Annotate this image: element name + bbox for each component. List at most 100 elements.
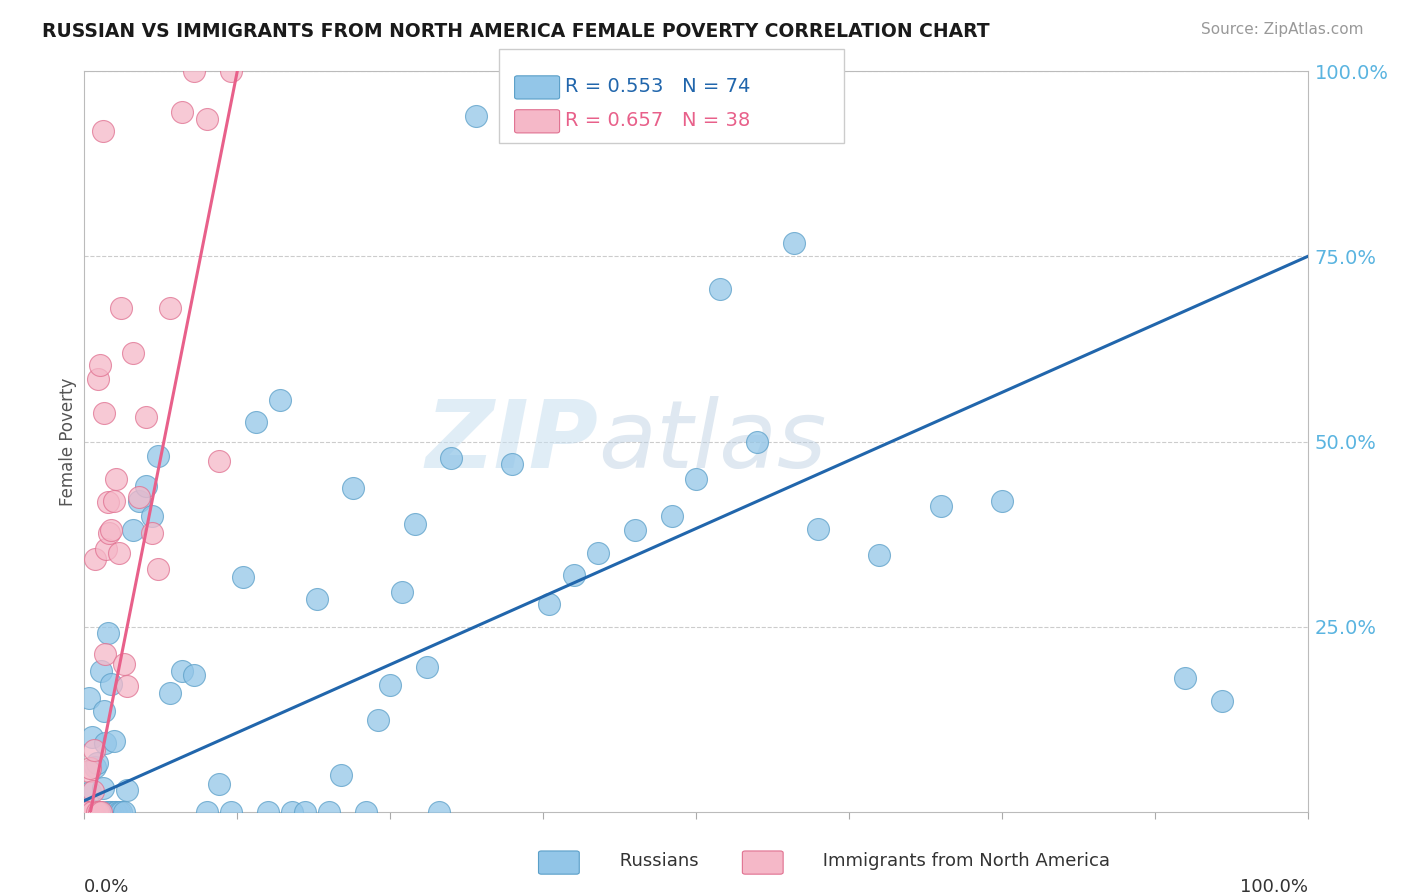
Point <box>93 406 115 420</box>
Point <box>87 805 110 819</box>
Point <box>562 567 585 582</box>
Text: Immigrants from North America: Immigrants from North America <box>794 852 1111 870</box>
Point <box>115 782 138 797</box>
Point <box>128 493 150 508</box>
Text: R = 0.553   N = 74: R = 0.553 N = 74 <box>565 77 751 96</box>
Point <box>90 664 112 678</box>
Point <box>195 805 218 819</box>
Text: 100.0%: 100.0% <box>1240 879 1308 892</box>
Point <box>86 756 108 770</box>
Point <box>141 525 163 540</box>
Point <box>440 450 463 465</box>
Point <box>94 647 117 661</box>
Point <box>122 345 145 359</box>
Point <box>464 109 486 123</box>
Point <box>208 777 231 791</box>
Point <box>115 679 138 693</box>
Text: R = 0.657   N = 38: R = 0.657 N = 38 <box>565 111 751 130</box>
Point <box>269 393 291 408</box>
Point <box>100 524 122 538</box>
Point <box>869 549 891 563</box>
Point <box>929 499 952 513</box>
Point <box>100 676 122 690</box>
Point <box>294 805 316 819</box>
Point <box>219 805 242 819</box>
Text: ZIP: ZIP <box>425 395 598 488</box>
Text: Source: ZipAtlas.com: Source: ZipAtlas.com <box>1201 22 1364 37</box>
Point <box>97 805 120 819</box>
Point <box>112 657 135 671</box>
Point <box>747 434 769 449</box>
Point <box>122 524 145 538</box>
Point <box>245 415 267 429</box>
Point <box>141 508 163 523</box>
Point <box>105 805 128 819</box>
Point <box>354 805 377 819</box>
Point <box>208 454 231 468</box>
Point <box>391 585 413 599</box>
Point <box>76 805 98 819</box>
Point <box>107 546 129 560</box>
Point <box>83 804 105 818</box>
Point <box>75 805 97 819</box>
Point <box>807 522 830 536</box>
Point <box>77 805 100 819</box>
Point <box>427 805 450 819</box>
Point <box>661 508 683 523</box>
Text: Russians: Russians <box>591 852 699 870</box>
Y-axis label: Female Poverty: Female Poverty <box>59 377 77 506</box>
Point <box>96 542 118 557</box>
Point <box>82 805 104 819</box>
Point <box>96 805 118 819</box>
Point <box>97 495 120 509</box>
Point <box>135 409 157 424</box>
Point <box>87 805 110 819</box>
Point <box>83 743 105 757</box>
Point <box>159 686 181 700</box>
Point <box>76 805 98 819</box>
Point <box>257 805 280 819</box>
Point <box>77 764 100 778</box>
Point <box>172 665 194 679</box>
Point <box>94 736 117 750</box>
Point <box>330 767 353 781</box>
Point <box>93 704 115 718</box>
Point <box>624 524 647 538</box>
Point <box>91 123 114 137</box>
Point <box>79 785 101 799</box>
Point <box>538 598 561 612</box>
Point <box>404 516 426 531</box>
Point <box>97 626 120 640</box>
Point <box>104 805 127 819</box>
Point <box>380 678 402 692</box>
Point <box>146 450 169 464</box>
Point <box>86 805 108 819</box>
Point <box>183 64 205 78</box>
Point <box>84 759 107 773</box>
Point <box>103 493 125 508</box>
Point <box>110 301 132 316</box>
Point <box>195 112 218 126</box>
Point <box>232 570 254 584</box>
Point <box>342 481 364 495</box>
Point <box>103 734 125 748</box>
Point <box>367 713 389 727</box>
Point <box>112 805 135 819</box>
Point <box>991 493 1014 508</box>
Point <box>416 659 439 673</box>
Point <box>89 805 111 819</box>
Point <box>79 761 101 775</box>
Point <box>87 805 110 819</box>
Text: atlas: atlas <box>598 396 827 487</box>
Point <box>87 372 110 386</box>
Point <box>219 64 242 78</box>
Point <box>105 472 128 486</box>
Point <box>107 805 129 819</box>
Point <box>91 781 114 796</box>
Text: 0.0%: 0.0% <box>84 879 129 892</box>
Point <box>172 104 194 119</box>
Point <box>1174 672 1197 686</box>
Point <box>128 490 150 504</box>
Point <box>84 552 107 566</box>
Point <box>97 525 120 540</box>
